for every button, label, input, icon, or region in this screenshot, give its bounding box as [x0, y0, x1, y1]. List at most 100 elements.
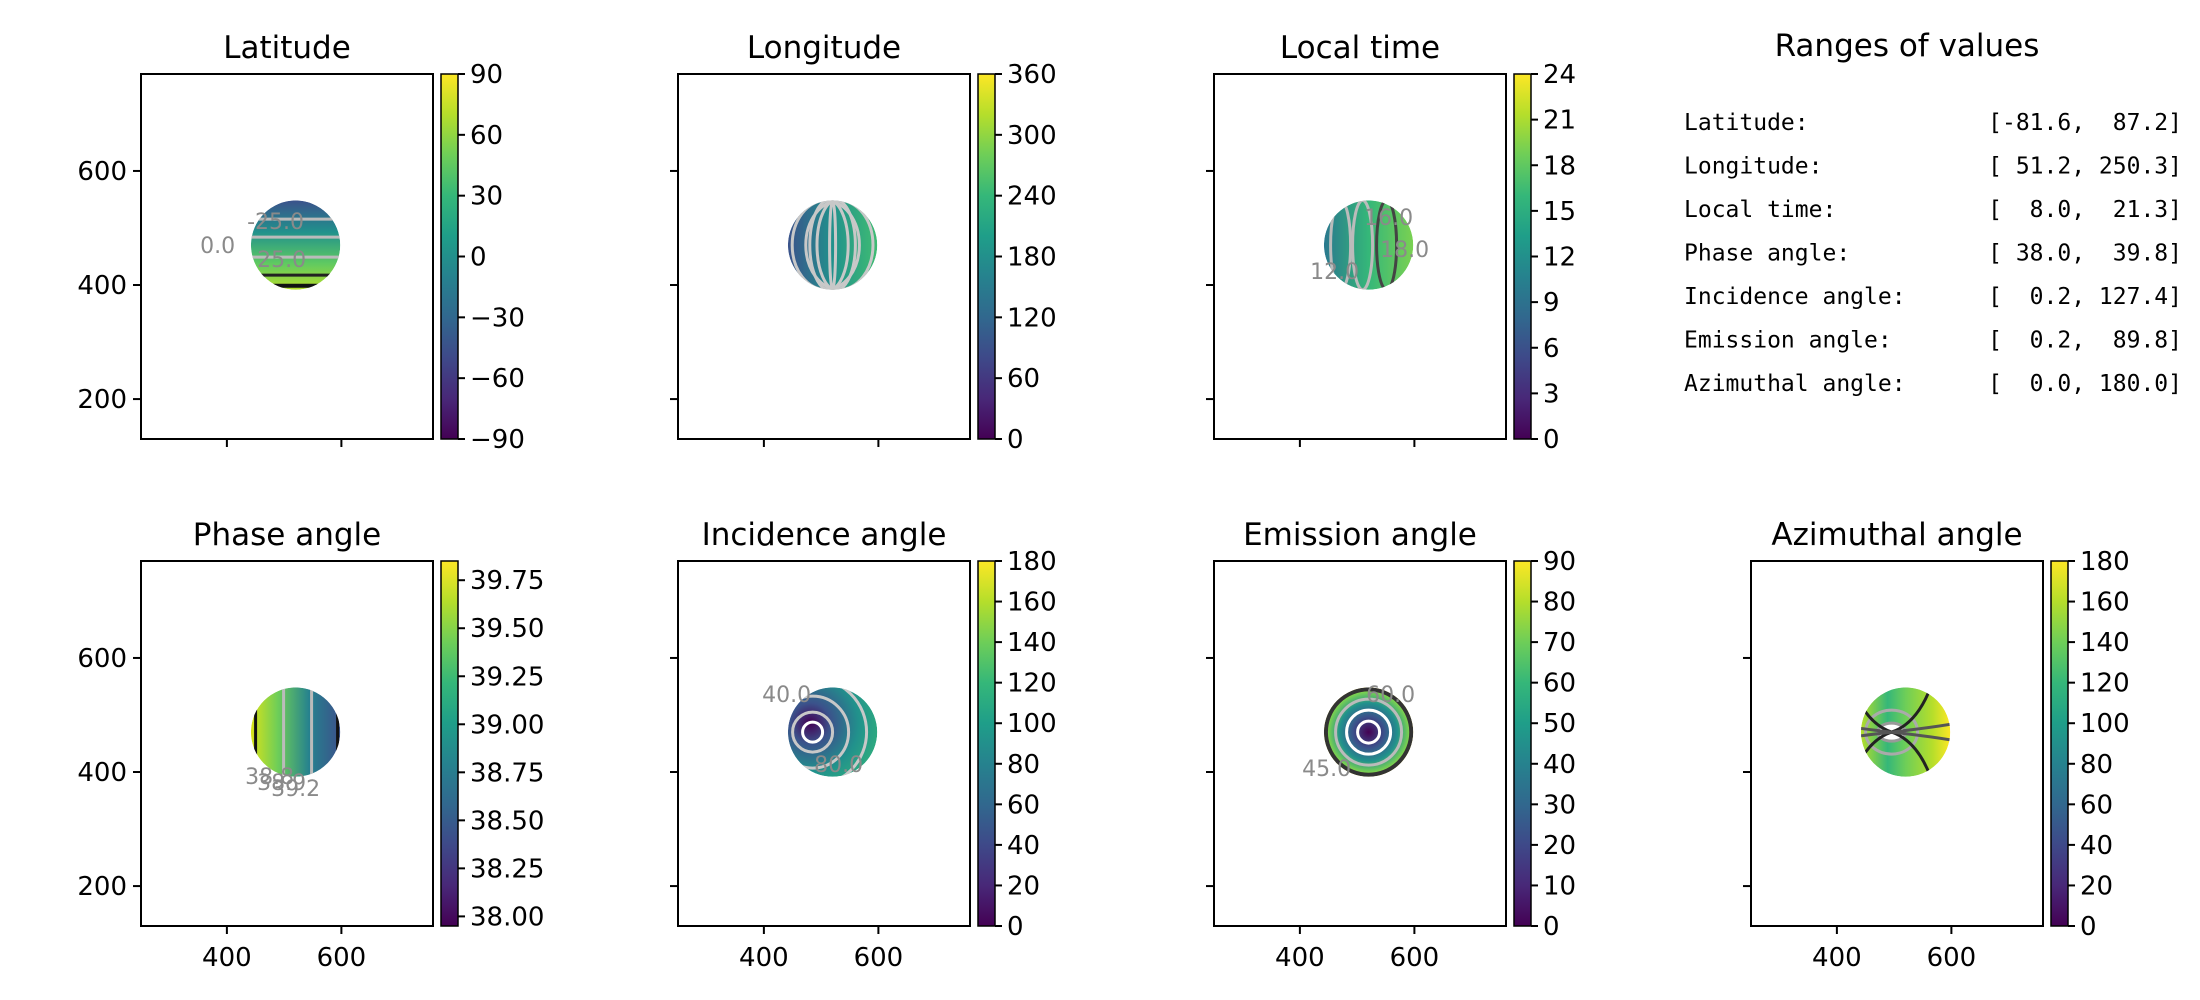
contour-line	[804, 200, 875, 290]
plot-frame	[1750, 560, 2044, 927]
x-tick-label: 400	[1275, 943, 1325, 973]
colorbar-tick-label: 60	[1007, 364, 1040, 394]
colorbar-tick-label: 60	[1543, 669, 1576, 699]
y-tick-label: 200	[77, 872, 127, 902]
colorbar-inc	[977, 560, 996, 927]
contour-label: 38.9	[257, 771, 306, 796]
x-tick-label: 600	[1927, 943, 1977, 973]
colorbar-tick-label: 140	[2080, 628, 2130, 658]
y-tick-label: 600	[77, 157, 127, 187]
contour-line	[1351, 200, 1375, 290]
colorbar-tick-label: 38.75	[470, 758, 544, 788]
contour-label: 0.0	[200, 234, 235, 259]
contour-label: 25.0	[257, 248, 306, 273]
colorbar-tick-label: 80	[1543, 588, 1576, 618]
contour-label: 18.0	[1380, 238, 1429, 263]
panel-lon: Longitude 360 300 240 180 120 60 0	[670, 30, 1057, 455]
range-label: Latitude:	[1684, 110, 1809, 136]
colorbar-tick-label: 39.25	[470, 662, 544, 692]
contour-line	[1323, 687, 1414, 777]
colorbar-tick-label: 300	[1007, 121, 1057, 151]
panel-title-inc: Incidence angle	[702, 517, 947, 553]
disc-lon	[787, 200, 878, 290]
y-tick-label: 400	[77, 271, 127, 301]
disc-fill	[250, 200, 341, 290]
colorbar-tick-label: 120	[1007, 303, 1057, 333]
y-tick-label: 200	[77, 385, 127, 415]
x-tick-label: 400	[739, 943, 789, 973]
colorbar-tick-label: 0	[470, 243, 487, 273]
colorbar-tick-label: 120	[2080, 669, 2130, 699]
range-value: [ 0.2, 89.8]	[1988, 328, 2182, 354]
contour-line	[815, 200, 857, 290]
colorbar-tick-label: 80	[1007, 750, 1040, 780]
range-value: [-81.6, 87.2]	[1988, 110, 2182, 136]
colorbar-tick-label: 120	[1007, 669, 1057, 699]
colorbar-tick-label: 15	[1543, 197, 1576, 227]
x-tick-label: 600	[317, 943, 367, 973]
contour-label: 16.0	[1364, 206, 1413, 231]
panel-lt: Local time 12.0 16.0 18.0 24 21 18 15 12 9 6 3 0	[1206, 30, 1576, 455]
panel-title-emi: Emission angle	[1243, 517, 1477, 553]
range-label: Incidence angle:	[1684, 284, 1906, 310]
colorbar-tick-label: 20	[2080, 871, 2113, 901]
colorbar-tick-label: 160	[2080, 588, 2130, 618]
ranges-panel: Ranges of values Latitude: [-81.6, 87.2]L…	[1684, 28, 2182, 397]
colorbar-tick-label: 40	[1543, 750, 1576, 780]
contour-label: 40.0	[762, 683, 811, 708]
colorbar-lon	[977, 73, 996, 440]
colorbar-tick-label: 0	[1543, 912, 1560, 942]
range-value: [ 0.2, 127.4]	[1988, 284, 2182, 310]
contour-label: 38.8	[245, 765, 294, 790]
contour-label: -25.0	[247, 210, 304, 235]
colorbar-tick-label: 60	[470, 121, 503, 151]
colorbar-tick-label: 360	[1007, 60, 1057, 90]
contour-line	[1356, 719, 1382, 745]
disc-fill	[250, 687, 341, 777]
contour-line	[1891, 730, 1938, 777]
contour-line	[787, 694, 851, 770]
range-label: Emission angle:	[1684, 328, 1892, 354]
panel-lat: Latitude -25.0 0.0 25.0 600 400 200 90 60 30 0 −30 −…	[77, 30, 525, 455]
contour-line	[808, 200, 850, 290]
plot-frame	[1213, 560, 1507, 927]
contour-label: 39.2	[271, 777, 320, 802]
colorbar-tick-label: −90	[470, 425, 525, 455]
panel-title-lon: Longitude	[747, 30, 901, 66]
contour-line	[1334, 697, 1404, 767]
contour-label: 80.0	[814, 753, 863, 778]
disc-azi	[1860, 687, 1951, 777]
contour-line	[791, 710, 835, 754]
range-label: Longitude:	[1684, 154, 1822, 180]
panel-title-lat: Latitude	[223, 30, 351, 66]
colorbar-tick-label: 30	[470, 182, 503, 212]
colorbar-tick-label: 39.00	[470, 710, 544, 740]
colorbar-tick-label: 18	[1543, 151, 1576, 181]
contour-line	[828, 200, 838, 290]
colorbar-tick-label: −30	[470, 303, 525, 333]
colorbar-lt	[1513, 73, 1532, 440]
colorbar-tick-label: 180	[1007, 547, 1057, 577]
colorbar-tick-label: 38.00	[470, 902, 544, 932]
colorbar-tick-label: 38.25	[470, 854, 544, 884]
contour-line	[1329, 200, 1353, 290]
colorbar-tick-label: 0	[1543, 425, 1560, 455]
colorbar-tick-label: 39.50	[470, 614, 544, 644]
contour-line	[1375, 200, 1399, 290]
contour-label: 45.0	[1302, 757, 1351, 782]
colorbar-tick-label: 70	[1543, 628, 1576, 658]
plot-frame	[140, 73, 434, 440]
colorbar-tick-label: 50	[1543, 709, 1576, 739]
colorbar-tick-label: 12	[1543, 243, 1576, 273]
colorbar-tick-label: 100	[2080, 709, 2130, 739]
range-value: [ 0.0, 180.0]	[1988, 371, 2182, 397]
x-tick-label: 400	[1812, 943, 1862, 973]
contour-line	[801, 720, 825, 744]
colorbar-tick-label: 60	[1007, 790, 1040, 820]
range-label: Phase angle:	[1684, 241, 1850, 267]
colorbar-tick-label: 240	[1007, 182, 1057, 212]
contour-line	[787, 687, 869, 777]
colorbar-tick-label: 10	[1543, 871, 1576, 901]
colorbar-phase	[440, 560, 459, 927]
